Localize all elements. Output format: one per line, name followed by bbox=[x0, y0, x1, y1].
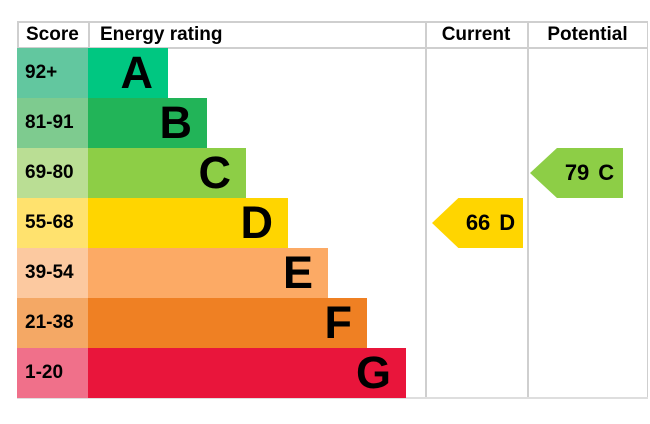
potential-column-divider bbox=[527, 21, 529, 398]
band-bar-d: D bbox=[88, 198, 288, 248]
table-left-border bbox=[17, 21, 19, 48]
band-bar-g: G bbox=[88, 348, 406, 398]
band-row-d: 55-68 D bbox=[17, 198, 648, 248]
band-score-f: 21-38 bbox=[17, 298, 88, 348]
band-bar-c: C bbox=[88, 148, 246, 198]
band-row-f: 21-38 F bbox=[17, 298, 648, 348]
current-column-divider bbox=[425, 21, 427, 398]
band-score-b: 81-91 bbox=[17, 98, 88, 148]
table-header-row: Score Energy rating Current Potential bbox=[17, 21, 648, 48]
header-potential: Potential bbox=[547, 23, 628, 45]
band-row-e: 39-54 E bbox=[17, 248, 648, 298]
band-rows: 92+ A 81-91 B 69-80 C 55-68 D 39-54 E 21-38 F 1-20 G bbox=[17, 48, 648, 398]
potential-rating-band: C bbox=[598, 160, 615, 185]
band-row-c: 69-80 C bbox=[17, 148, 648, 198]
band-letter-b: B bbox=[159, 97, 193, 148]
band-letter-g: G bbox=[355, 347, 391, 398]
band-bar-e: E bbox=[88, 248, 328, 298]
epc-rating-chart: Score Energy rating Current Potential 92… bbox=[17, 21, 648, 399]
band-bar-b: B bbox=[88, 98, 207, 148]
band-score-a: 92+ bbox=[17, 48, 88, 98]
band-bar-f: F bbox=[88, 298, 367, 348]
band-letter-e: E bbox=[282, 247, 313, 298]
table-right-border bbox=[646, 21, 648, 398]
score-column-divider bbox=[88, 21, 90, 48]
band-row-a: 92+ A bbox=[17, 48, 648, 98]
table-top-border bbox=[17, 21, 648, 23]
band-score-c: 69-80 bbox=[17, 148, 88, 198]
band-letter-f: F bbox=[324, 297, 353, 348]
current-rating-value: 66 bbox=[465, 210, 491, 235]
band-letter-d: D bbox=[240, 197, 274, 248]
band-row-g: 1-20 G bbox=[17, 348, 648, 398]
band-row-b: 81-91 B bbox=[17, 98, 648, 148]
current-rating-band: D bbox=[499, 210, 516, 235]
header-energy-rating: Energy rating bbox=[100, 23, 223, 45]
band-letter-c: C bbox=[198, 147, 232, 198]
band-score-d: 55-68 bbox=[17, 198, 88, 248]
header-current: Current bbox=[441, 23, 511, 45]
header-score: Score bbox=[26, 23, 79, 45]
header-bottom-border bbox=[17, 47, 648, 49]
potential-rating-value: 79 bbox=[564, 160, 590, 185]
band-letter-a: A bbox=[120, 47, 154, 98]
band-score-g: 1-20 bbox=[17, 348, 88, 398]
band-score-e: 39-54 bbox=[17, 248, 88, 298]
band-bar-a: A bbox=[88, 48, 168, 98]
